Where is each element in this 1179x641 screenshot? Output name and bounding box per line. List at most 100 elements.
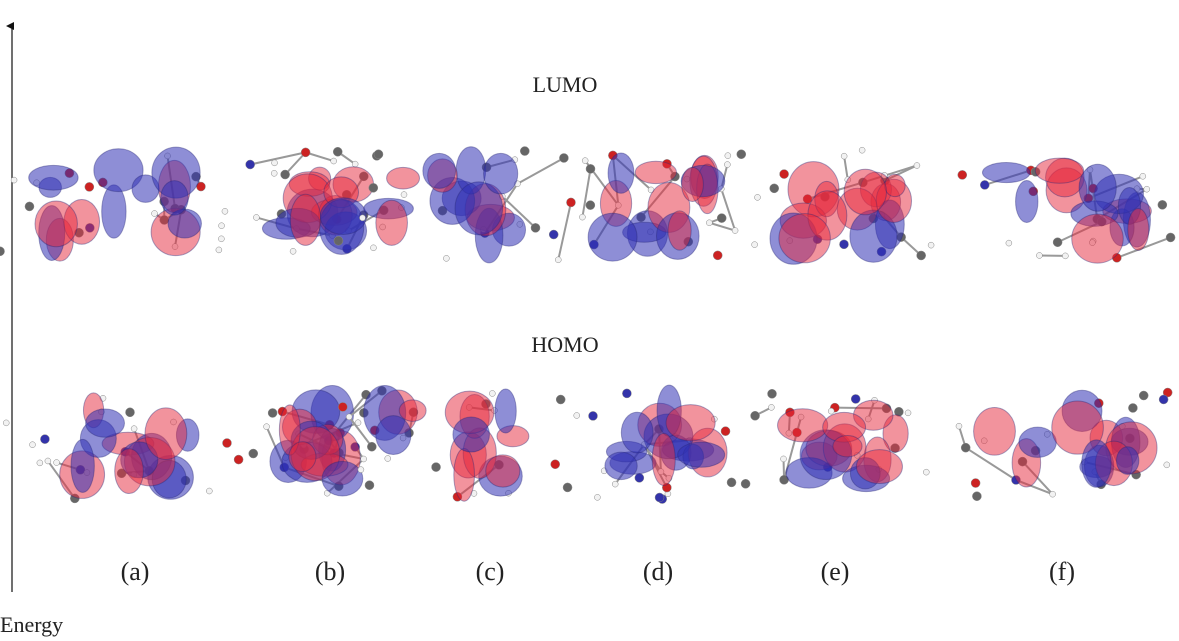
- orbital-lobe: [981, 162, 1031, 184]
- atom: [573, 412, 580, 419]
- atom: [330, 157, 337, 165]
- atom: [840, 152, 848, 160]
- atom: [566, 197, 576, 208]
- atom: [36, 459, 44, 467]
- atom: [218, 235, 225, 243]
- molecule: [573, 384, 751, 504]
- atom: [1157, 200, 1168, 210]
- atom: [858, 146, 866, 154]
- atom: [253, 214, 260, 221]
- bond: [720, 188, 737, 231]
- atom: [84, 182, 95, 192]
- atom: [980, 180, 990, 190]
- orbital-lobe: [620, 411, 654, 454]
- orbital-lobe: [85, 408, 125, 438]
- orbital-lobe: [453, 447, 475, 502]
- atom: [767, 389, 777, 399]
- atom: [1143, 185, 1151, 193]
- atom: [289, 248, 297, 255]
- atom: [550, 459, 560, 469]
- atom: [972, 491, 982, 501]
- molecule: [0, 146, 229, 262]
- atom: [913, 162, 921, 169]
- orbital-lobe: [832, 434, 863, 458]
- orbital-lobe: [855, 449, 903, 484]
- orbital-lobe: [375, 415, 412, 456]
- atom: [373, 149, 384, 160]
- molecule: [579, 149, 747, 262]
- atom: [916, 250, 926, 261]
- molecule: [333, 146, 576, 264]
- atom: [530, 223, 541, 233]
- atom: [716, 213, 727, 223]
- bond: [305, 151, 334, 162]
- atom: [370, 244, 377, 252]
- orbital-lobe: [778, 213, 831, 264]
- atom: [431, 462, 441, 472]
- atom: [594, 494, 601, 501]
- orbital-lobe: [607, 152, 635, 194]
- atom: [731, 227, 739, 234]
- molecule: [248, 385, 375, 497]
- atom: [520, 146, 530, 156]
- molecule: [2, 392, 244, 504]
- orbital-lobe: [1078, 163, 1117, 212]
- atom: [724, 152, 732, 159]
- orbital-lobe: [1115, 446, 1140, 475]
- orbital-lobe: [319, 197, 367, 236]
- atom: [215, 246, 223, 254]
- atom: [622, 388, 632, 399]
- atom: [354, 419, 362, 426]
- orbital-lobe: [1081, 439, 1112, 488]
- orbital-lobe: [882, 414, 909, 453]
- atom: [206, 487, 213, 495]
- atom: [332, 147, 343, 157]
- atom: [351, 160, 359, 168]
- orbital-lobe: [485, 454, 521, 488]
- orbital-lobe: [34, 200, 78, 248]
- bond: [965, 446, 1017, 481]
- atom: [740, 479, 751, 489]
- orbital-lobe: [634, 160, 677, 185]
- atom: [267, 408, 278, 418]
- atom: [1158, 394, 1169, 405]
- orbital-lobe: [843, 168, 887, 216]
- atom: [585, 200, 596, 210]
- atom: [579, 213, 586, 221]
- orbital-lobe: [28, 164, 79, 191]
- atom: [712, 250, 723, 261]
- atom: [927, 241, 935, 249]
- atom: [957, 170, 968, 180]
- bond: [1116, 236, 1171, 259]
- atom: [368, 183, 379, 193]
- atom: [271, 159, 278, 167]
- atom: [1036, 252, 1043, 259]
- atom: [360, 455, 367, 463]
- orbital-lobe: [1071, 213, 1124, 264]
- atom: [726, 477, 737, 488]
- atom: [1138, 390, 1149, 401]
- atom: [333, 236, 344, 246]
- atom: [1052, 237, 1063, 247]
- orbital-lobe: [452, 416, 490, 453]
- atom: [923, 468, 930, 476]
- orbital-lobe: [101, 184, 127, 239]
- atom: [780, 455, 787, 463]
- panel-label: (c): [476, 557, 505, 586]
- orbital-lobe: [93, 148, 144, 193]
- panel-label: (b): [315, 557, 345, 586]
- atom: [768, 404, 775, 411]
- molecule: [338, 384, 573, 502]
- atom: [562, 482, 573, 493]
- atom: [769, 183, 779, 194]
- atom: [588, 411, 598, 421]
- atom: [779, 169, 789, 179]
- bond: [557, 202, 572, 261]
- atom: [1128, 403, 1138, 413]
- atom: [384, 455, 392, 462]
- atom: [263, 423, 270, 430]
- orbital-lobe: [321, 460, 364, 497]
- panel-label: (f): [1049, 557, 1075, 586]
- atom: [1062, 252, 1069, 260]
